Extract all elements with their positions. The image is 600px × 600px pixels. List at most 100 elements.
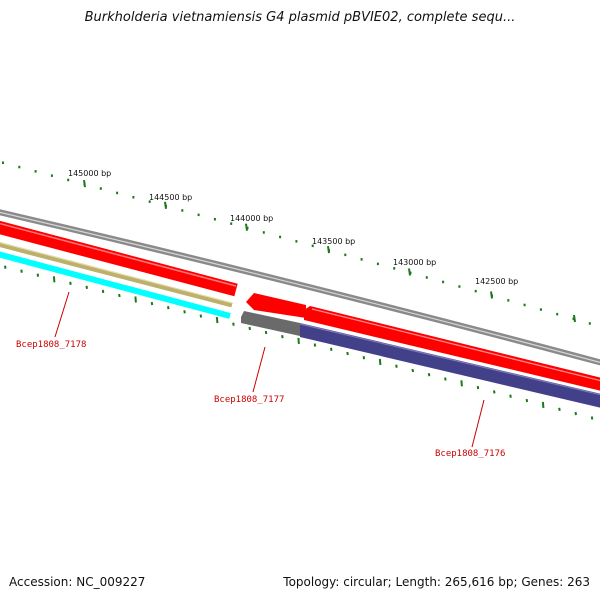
inner-ruler-tick xyxy=(20,269,23,273)
inner-ruler-tick xyxy=(411,368,414,373)
ruler-minor-tick xyxy=(148,200,151,203)
ruler-minor-tick xyxy=(262,231,265,234)
inner-ruler-tick xyxy=(85,285,88,289)
inner-ruler-tick xyxy=(118,293,121,298)
ruler-label-143500: 143500 bp xyxy=(312,237,355,246)
ruler-minor-tick xyxy=(18,165,21,169)
ruler-minor-tick xyxy=(99,187,102,190)
ruler-major-tick xyxy=(245,223,248,231)
ruler-minor-tick xyxy=(213,218,216,221)
inner-ruler-tick xyxy=(183,310,186,314)
inner-ruler-tick xyxy=(395,364,398,368)
inner-ruler-tick xyxy=(493,390,496,394)
inner-ruler-tick xyxy=(313,343,317,347)
ruler-minor-tick xyxy=(2,161,4,164)
backbone-highlight xyxy=(0,211,600,363)
ruler-major-ticks xyxy=(83,179,576,323)
ruler-major-tick xyxy=(490,291,493,299)
ruler-minor-tick xyxy=(523,303,526,307)
inner-ruler-tick xyxy=(330,347,333,351)
ruler-minor-tick xyxy=(132,196,135,199)
ruler-minor-tick xyxy=(116,191,119,195)
inner-ruler-tick xyxy=(134,296,137,303)
gene-leader-7178 xyxy=(54,291,70,338)
gene-label-7177[interactable]: Bcep1808_7177 xyxy=(214,395,284,405)
ruler-minor-tick xyxy=(230,222,233,225)
ruler-major-tick xyxy=(408,268,411,276)
ruler-major-tick xyxy=(83,179,86,188)
gene-band-gray xyxy=(241,311,300,336)
ruler-minor-tick xyxy=(376,262,379,266)
inner-ruler-tick xyxy=(215,317,219,324)
inner-ruler-tick xyxy=(36,273,40,277)
inner-ruler-tick xyxy=(4,265,7,269)
inner-ruler-tick xyxy=(574,411,577,416)
gene-label-7178[interactable]: Bcep1808_7178 xyxy=(16,340,86,350)
inner-ruler-tick xyxy=(525,398,529,403)
inner-ruler-ticks xyxy=(4,265,594,420)
ruler-label-143000: 143000 bp xyxy=(393,258,436,267)
cds-arrow-middle xyxy=(246,293,306,318)
inner-ruler-tick xyxy=(444,377,447,381)
ruler-minor-tick xyxy=(393,267,396,270)
ruler-minor-tick xyxy=(458,285,461,288)
ruler-minor-tick xyxy=(474,289,477,293)
topology-summary: Topology: circular; Length: 265,616 bp; … xyxy=(283,575,590,589)
inner-ruler-tick xyxy=(232,322,235,326)
inner-ruler-tick xyxy=(297,337,300,344)
ruler-minor-tick xyxy=(556,312,559,316)
gene-band-blue xyxy=(300,323,600,408)
accession-text: Accession: NC_009227 xyxy=(9,575,146,589)
ruler-minor-tick xyxy=(279,235,282,239)
inner-ruler-tick xyxy=(167,306,170,310)
gene-band-tan xyxy=(0,242,233,308)
ruler-minor-tick xyxy=(181,209,184,212)
ruler-label-144000: 144000 bp xyxy=(230,214,273,223)
gene-leader-7177 xyxy=(252,346,266,393)
inner-ruler-tick xyxy=(101,289,105,294)
inner-ruler-tick xyxy=(509,394,512,398)
inner-ruler-tick xyxy=(476,385,480,390)
ruler-minor-tick xyxy=(295,240,298,243)
ruler-minor-tick xyxy=(344,253,347,257)
inner-ruler-tick xyxy=(264,330,268,335)
ruler-label-145000: 145000 bp xyxy=(68,169,111,178)
cds-band-left xyxy=(0,220,238,297)
ruler-minor-tick xyxy=(507,299,510,302)
inner-ruler-tick xyxy=(281,335,284,339)
inner-ruler-tick xyxy=(69,281,72,285)
inner-ruler-tick xyxy=(248,326,251,331)
ruler-minor-tick xyxy=(197,213,200,217)
ruler-minor-tick xyxy=(425,276,428,279)
inner-ruler-tick xyxy=(541,401,545,408)
ruler-minor-tick xyxy=(50,174,53,177)
cds-band-right xyxy=(304,306,600,391)
inner-ruler-tick xyxy=(378,358,382,366)
ruler-minor-tick xyxy=(67,178,70,182)
inner-ruler-tick xyxy=(427,373,431,377)
ruler-minor-tick xyxy=(311,244,314,248)
ruler-minor-tick xyxy=(588,322,591,325)
inner-ruler-tick xyxy=(590,416,594,420)
inner-ruler-tick xyxy=(460,380,463,387)
map-title: Burkholderia vietnamiensis G4 plasmid pB… xyxy=(84,10,516,25)
ruler-major-tick xyxy=(164,201,167,209)
ruler-label-142500: 142500 bp xyxy=(475,277,518,286)
ruler-label-144500: 144500 bp xyxy=(149,193,192,202)
ruler-minor-ticks xyxy=(2,161,591,325)
ruler-minor-tick xyxy=(360,258,363,261)
inner-ruler-tick xyxy=(362,356,366,360)
ruler-major-tick xyxy=(327,245,330,254)
ruler-major-tick xyxy=(573,314,576,323)
inner-ruler-tick xyxy=(150,301,154,306)
gene-leader-7176 xyxy=(471,399,485,448)
ruler-minor-tick xyxy=(34,170,37,173)
inner-ruler-tick xyxy=(199,314,203,318)
gene-label-7176[interactable]: Bcep1808_7176 xyxy=(435,449,505,459)
inner-ruler-tick xyxy=(558,407,561,411)
ruler-minor-tick xyxy=(572,317,575,321)
inner-ruler-tick xyxy=(52,276,56,283)
gene-band-cyan xyxy=(0,251,231,319)
inner-ruler-tick xyxy=(346,351,349,356)
